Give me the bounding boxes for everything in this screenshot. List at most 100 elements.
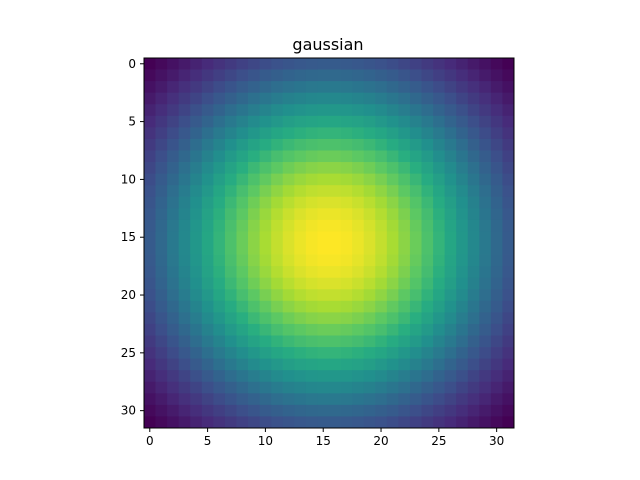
heatmap-cell — [271, 347, 284, 360]
heatmap-cell — [340, 370, 353, 383]
heatmap-cell — [236, 127, 249, 140]
heatmap-cell — [144, 196, 156, 209]
heatmap-cell — [305, 81, 318, 94]
heatmap-cell — [467, 393, 480, 406]
heatmap-cell — [271, 404, 284, 417]
heatmap-cell — [224, 138, 237, 151]
heatmap-cell — [352, 104, 365, 117]
heatmap-cell — [386, 173, 399, 186]
heatmap-cell — [329, 347, 341, 360]
heatmap-cell — [282, 254, 295, 267]
heatmap-cell — [224, 162, 237, 175]
heatmap-cell — [282, 127, 295, 140]
heatmap-cell — [305, 92, 318, 105]
heatmap-cell — [398, 104, 411, 117]
heatmap-cell — [282, 173, 295, 186]
heatmap-cell — [178, 266, 191, 279]
heatmap-cell — [444, 138, 457, 151]
heatmap-cell — [271, 254, 284, 267]
heatmap-cell — [178, 277, 191, 290]
heatmap-cell — [375, 81, 388, 94]
heatmap-cell — [155, 404, 168, 417]
heatmap-cell — [271, 231, 284, 244]
heatmap-cell — [502, 173, 515, 186]
heatmap-cell — [490, 358, 503, 371]
heatmap-cell — [479, 404, 492, 417]
heatmap-cell — [421, 185, 434, 198]
heatmap-cell — [248, 358, 261, 371]
heatmap-cell — [213, 58, 226, 70]
heatmap-cell — [433, 323, 446, 336]
heatmap-cell — [386, 323, 399, 336]
heatmap-cell — [248, 231, 261, 244]
heatmap-cell — [479, 381, 492, 394]
heatmap-cell — [433, 289, 446, 302]
heatmap-cell — [271, 185, 284, 198]
heatmap-cell — [271, 243, 284, 255]
heatmap-cell — [294, 289, 307, 302]
heatmap-cell — [329, 266, 341, 279]
heatmap-cell — [201, 300, 214, 313]
heatmap-cell — [329, 150, 341, 163]
heatmap-cell — [213, 381, 226, 394]
heatmap-cell — [248, 150, 261, 163]
heatmap-cell — [282, 231, 295, 244]
heatmap-cell — [421, 150, 434, 163]
heatmap-cell — [259, 277, 272, 290]
heatmap-cell — [294, 347, 307, 360]
heatmap-cell — [352, 231, 365, 244]
heatmap-cell — [352, 58, 365, 70]
heatmap-cell — [409, 162, 422, 175]
heatmap-cell — [467, 173, 480, 186]
heatmap-cell — [144, 69, 156, 82]
heatmap-cell — [502, 416, 515, 429]
heatmap-cell — [363, 81, 376, 94]
heatmap-cell — [155, 370, 168, 383]
heatmap-cell — [363, 150, 376, 163]
heatmap-cell — [479, 370, 492, 383]
heatmap-cell — [433, 370, 446, 383]
heatmap-cell — [340, 81, 353, 94]
heatmap-cell — [363, 92, 376, 105]
heatmap-cell — [167, 370, 180, 383]
heatmap-cell — [398, 277, 411, 290]
heatmap-cell — [213, 243, 226, 255]
heatmap-cell — [167, 300, 180, 313]
heatmap-cell — [386, 81, 399, 94]
heatmap-cell — [375, 289, 388, 302]
heatmap-cell — [213, 416, 226, 429]
heatmap-cell — [271, 69, 284, 82]
heatmap-cell — [433, 266, 446, 279]
heatmap-cell — [375, 173, 388, 186]
heatmap-cell — [190, 277, 203, 290]
heatmap-cell — [144, 115, 156, 128]
heatmap-cell — [479, 219, 492, 232]
heatmap-cell — [294, 266, 307, 279]
heatmap-cell — [271, 81, 284, 94]
heatmap-cell — [409, 312, 422, 325]
heatmap-cell — [190, 173, 203, 186]
heatmap-cell — [224, 323, 237, 336]
heatmap-cell — [201, 243, 214, 255]
heatmap-cell — [178, 219, 191, 232]
heatmap-cell — [155, 277, 168, 290]
heatmap-cell — [490, 323, 503, 336]
heatmap-cell — [317, 347, 330, 360]
heatmap-cell — [340, 185, 353, 198]
heatmap-cell — [456, 323, 469, 336]
heatmap-cell — [467, 323, 480, 336]
heatmap-cell — [502, 243, 515, 255]
heatmap-cell — [236, 416, 249, 429]
heatmap-cell — [190, 138, 203, 151]
heatmap-cell — [352, 277, 365, 290]
heatmap-cell — [433, 416, 446, 429]
heatmap-cell — [201, 231, 214, 244]
heatmap-cell — [386, 138, 399, 151]
heatmap-cell — [456, 289, 469, 302]
heatmap-cell — [259, 196, 272, 209]
x-tick-label: 25 — [431, 434, 446, 448]
heatmap-cell — [421, 358, 434, 371]
heatmap-cell — [502, 277, 515, 290]
heatmap-cell — [271, 138, 284, 151]
heatmap-cell — [144, 393, 156, 406]
